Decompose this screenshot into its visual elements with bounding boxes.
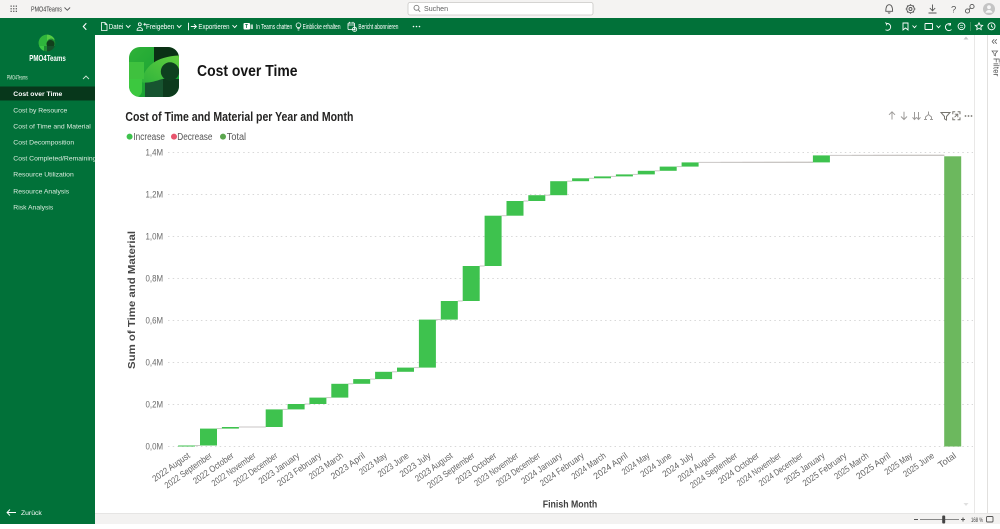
svg-text:In Teams chatten: In Teams chatten	[256, 24, 292, 31]
svg-text:1,0M: 1,0M	[146, 232, 164, 242]
svg-text:0,2M: 0,2M	[146, 400, 164, 410]
svg-text:Freigeben: Freigeben	[146, 24, 174, 31]
svg-text:Bericht abonnieren: Bericht abonnieren	[358, 24, 398, 31]
svg-text:Suchen: Suchen	[424, 4, 448, 13]
svg-text:0,0M: 0,0M	[146, 442, 164, 452]
svg-text:Total: Total	[936, 450, 958, 470]
svg-text:T: T	[245, 24, 248, 30]
svg-text:?: ?	[951, 4, 956, 15]
svg-text:PMO4Teams: PMO4Teams	[7, 75, 28, 82]
svg-text:Cost over Time: Cost over Time	[197, 63, 298, 80]
svg-text:PMO4Teams: PMO4Teams	[31, 4, 62, 13]
svg-text:Cost by Resource: Cost by Resource	[13, 108, 67, 115]
svg-text:Total: Total	[227, 132, 246, 143]
svg-text:Exportieren: Exportieren	[198, 24, 229, 31]
svg-text:Increase: Increase	[133, 132, 165, 143]
svg-text:Cost of Time and Material: Cost of Time and Material	[13, 124, 91, 131]
svg-text:Cost of Time and Material per: Cost of Time and Material per Year and M…	[125, 109, 353, 124]
svg-text:Zurück: Zurück	[21, 510, 42, 517]
svg-text:Datei: Datei	[109, 24, 124, 31]
svg-text:Einblicke erhalten: Einblicke erhalten	[303, 24, 341, 31]
svg-text:1,2M: 1,2M	[146, 190, 164, 200]
svg-text:168 %: 168 %	[971, 517, 983, 524]
svg-text:Resource Analysis: Resource Analysis	[13, 188, 70, 195]
svg-text:Cost Decomposition: Cost Decomposition	[13, 140, 74, 147]
svg-text:Decrease: Decrease	[177, 132, 212, 143]
svg-text:1,4M: 1,4M	[146, 148, 164, 158]
svg-text:Finish Month: Finish Month	[543, 499, 598, 511]
svg-text:Cost Completed/Remaining: Cost Completed/Remaining	[13, 155, 95, 162]
svg-text:0,4M: 0,4M	[146, 358, 164, 368]
svg-text:Risk Analysis: Risk Analysis	[13, 205, 54, 212]
svg-text:Resource Utilization: Resource Utilization	[13, 172, 74, 179]
svg-text:Cost over Time: Cost over Time	[13, 91, 62, 98]
svg-text:Sum of Time and Material: Sum of Time and Material	[126, 231, 138, 369]
svg-text:PMO4Teams: PMO4Teams	[29, 54, 66, 63]
svg-text:0,6M: 0,6M	[146, 316, 164, 326]
svg-text:0,8M: 0,8M	[146, 274, 164, 284]
